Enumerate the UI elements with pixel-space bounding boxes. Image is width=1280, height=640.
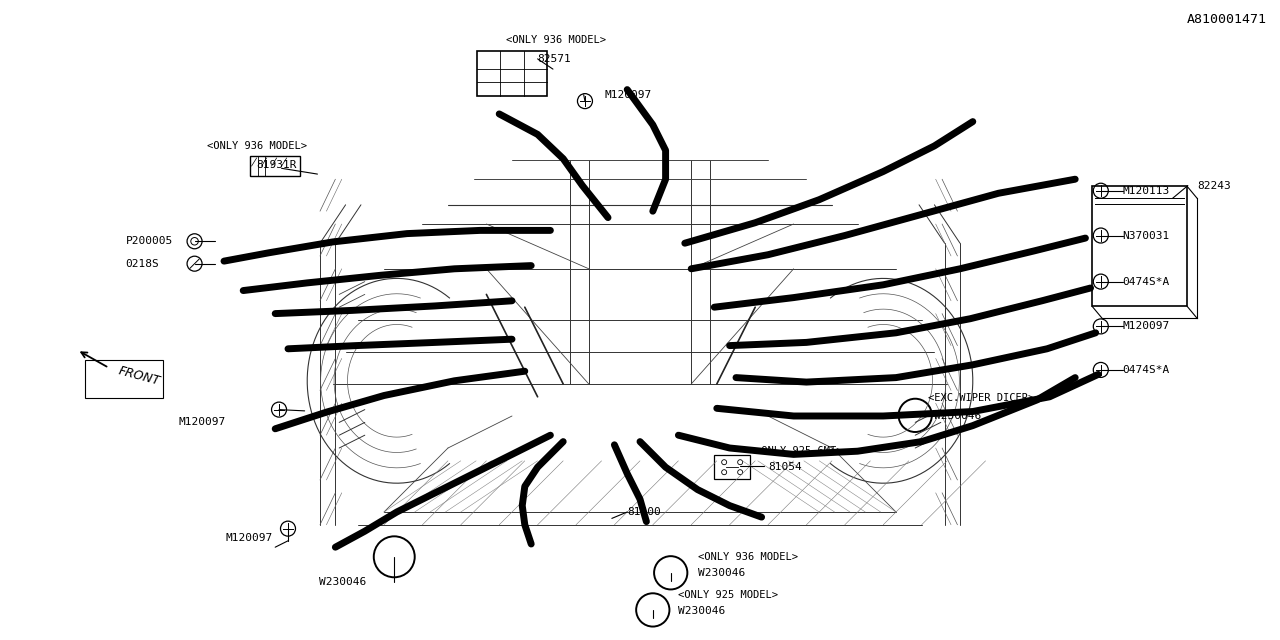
Text: FRONT: FRONT (116, 364, 161, 388)
Bar (477, 51, 547, 95)
Text: <ONLY 925 MODEL>: <ONLY 925 MODEL> (678, 590, 778, 600)
Text: M120097: M120097 (604, 90, 652, 100)
Bar (250, 156, 300, 176)
Text: W230046: W230046 (698, 568, 745, 578)
Text: <ONLY 925 6MT>: <ONLY 925 6MT> (755, 446, 842, 456)
Text: M120113: M120113 (1123, 186, 1170, 196)
Bar (84, 360, 163, 398)
Text: W230046: W230046 (320, 577, 366, 588)
Text: <EXC.WIPER DICER>: <EXC.WIPER DICER> (928, 393, 1034, 403)
Text: W230046: W230046 (934, 411, 982, 421)
Text: 82243: 82243 (1197, 180, 1230, 191)
Text: <ONLY 936 MODEL>: <ONLY 936 MODEL> (506, 35, 605, 45)
Text: 0218S: 0218S (125, 259, 159, 269)
Text: <ONLY 936 MODEL>: <ONLY 936 MODEL> (698, 552, 797, 562)
Text: M120097: M120097 (1123, 321, 1170, 332)
Text: W230046: W230046 (678, 606, 726, 616)
Bar (714, 455, 750, 479)
Text: 81054: 81054 (768, 462, 801, 472)
Text: 81931R: 81931R (256, 160, 297, 170)
Text: 0474S*A: 0474S*A (1123, 365, 1170, 375)
Text: A810001471: A810001471 (1188, 13, 1267, 26)
Text: 82571: 82571 (538, 54, 571, 64)
Text: M120097: M120097 (179, 417, 225, 428)
Text: N370031: N370031 (1123, 230, 1170, 241)
Bar (1092, 186, 1188, 307)
Text: 0474S*A: 0474S*A (1123, 276, 1170, 287)
Text: M120097: M120097 (227, 532, 273, 543)
Text: <ONLY 936 MODEL>: <ONLY 936 MODEL> (207, 141, 307, 151)
Text: P200005: P200005 (125, 236, 173, 246)
Text: 81400: 81400 (627, 507, 660, 517)
